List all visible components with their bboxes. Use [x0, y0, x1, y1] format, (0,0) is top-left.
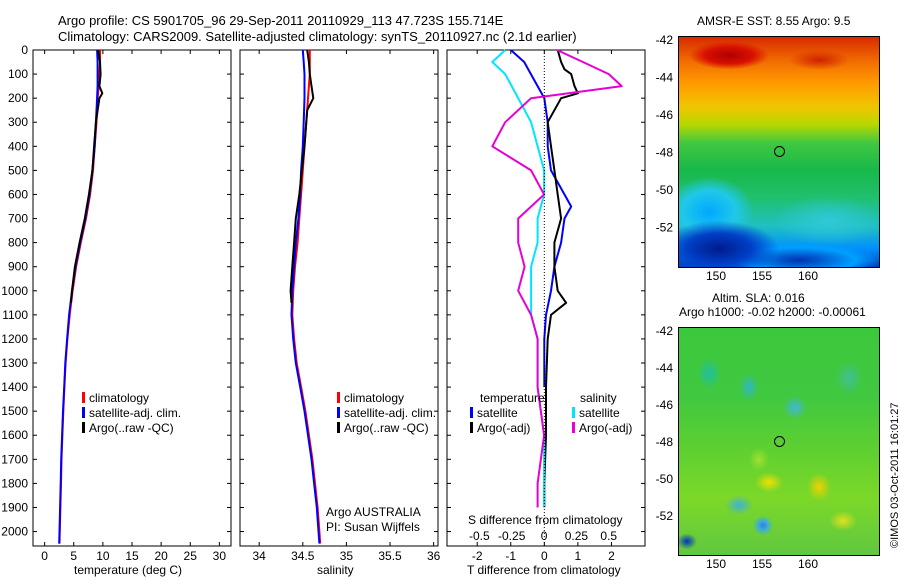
- depth-tick-label: 2000: [1, 525, 28, 539]
- series-lines: [58, 49, 623, 544]
- sla-title-1: Altim. SLA: 0.016: [712, 291, 805, 305]
- x-top-tick-label: 0.25: [565, 529, 589, 543]
- x-top-tick-label: -0.25: [498, 529, 526, 543]
- depth-tick-label: 500: [8, 163, 28, 177]
- legend-s-argo: Argo(-adj): [572, 421, 632, 436]
- temperature-panel-frame: [32, 49, 232, 547]
- depth-tick-label: 600: [8, 187, 28, 201]
- argo-location-marker: [774, 146, 785, 157]
- sla-map: [678, 327, 880, 556]
- x-tick-label: 34: [253, 549, 267, 563]
- x-tick-label: 36: [427, 549, 441, 563]
- diff-legend-salinity: salinity satellite Argo(-adj): [572, 391, 632, 436]
- legend-satellite: satellite-adj. clim.: [337, 406, 436, 421]
- depth-tick-label: 200: [8, 91, 28, 105]
- title-line-1: Argo profile: CS 5901705_96 29-Sep-2011 …: [58, 13, 504, 28]
- x-tick-label: 2: [608, 549, 615, 563]
- difference-panel-frame: [446, 49, 646, 547]
- x-tick-label: 20: [154, 549, 168, 563]
- legend-argo: Argo(..raw -QC): [337, 421, 436, 436]
- diff-xlabel-top: S difference from climatology: [468, 513, 623, 527]
- x-tick-label: 5: [70, 549, 77, 563]
- legend-argo: Argo(..raw -QC): [82, 421, 181, 436]
- depth-tick-label: 0: [21, 43, 28, 57]
- diff-legend-temperature: temperature satellite Argo(-adj): [470, 391, 545, 436]
- legend-satellite: satellite-adj. clim.: [82, 406, 181, 421]
- x-tick-label: 35: [340, 549, 354, 563]
- depth-tick-label: 1800: [1, 476, 28, 490]
- x-tick-label: 25: [184, 549, 198, 563]
- depth-tick-label: 400: [8, 139, 28, 153]
- x-tick-label: 30: [213, 549, 227, 563]
- legend-climatology: climatology: [337, 391, 436, 406]
- depth-tick-label: 800: [8, 236, 28, 250]
- x-top-tick-label: -0.5: [469, 529, 490, 543]
- salinity-legend: climatology satellite-adj. clim. Argo(..…: [337, 391, 436, 436]
- depth-tick-label: 100: [8, 67, 28, 81]
- series-s-argo-adj-: [491, 49, 623, 508]
- temp-legend: climatology satellite-adj. clim. Argo(..…: [82, 391, 181, 436]
- x-tick-label: 15: [125, 549, 139, 563]
- depth-tick-label: 1300: [1, 356, 28, 370]
- legend-s-satellite: satellite: [572, 406, 632, 421]
- depth-tick-label: 1000: [1, 284, 28, 298]
- series-argo-raw-qc-: [289, 49, 315, 303]
- depth-tick-label: 900: [8, 260, 28, 274]
- series-t-satellite: [510, 49, 573, 388]
- x-tick-label: -2: [472, 549, 483, 563]
- legend-t-argo: Argo(-adj): [470, 421, 545, 436]
- salinity-panel-frame: [239, 49, 439, 547]
- x-top-tick-label: 0.5: [600, 529, 617, 543]
- depth-tick-label: 700: [8, 212, 28, 226]
- x-tick-label: 34.5: [291, 549, 315, 563]
- x-tick-label: 35.5: [378, 549, 402, 563]
- depth-tick-label: 1200: [1, 332, 28, 346]
- sst-map: [678, 36, 880, 268]
- temperature-xlabel: temperature (deg C): [74, 563, 183, 577]
- title-line-2: Climatology: CARS2009. Satellite-adjuste…: [58, 29, 577, 44]
- legend-s-title: salinity: [580, 391, 617, 405]
- x-tick-label: 0: [41, 549, 48, 563]
- x-tick-label: 10: [96, 549, 110, 563]
- depth-tick-label: 1100: [2, 308, 28, 322]
- legend-t-title: temperature: [480, 391, 545, 405]
- x-tick-label: -1: [505, 549, 516, 563]
- annotation-line-1: Argo AUSTRALIA: [326, 505, 421, 519]
- diff-xlabel-bottom: T difference from climatology: [467, 563, 621, 577]
- depth-tick-label: 1600: [1, 428, 28, 442]
- legend-climatology: climatology: [82, 391, 181, 406]
- x-tick-label: 1: [575, 549, 582, 563]
- depth-tick-label: 1500: [1, 404, 28, 418]
- sla-title-2: Argo h1000: -0.02 h2000: -0.00061: [679, 305, 866, 319]
- depth-tick-label: 300: [8, 115, 28, 129]
- legend-t-satellite: satellite: [470, 406, 545, 421]
- depth-tick-label: 1400: [1, 380, 28, 394]
- x-tick-label: 0: [541, 549, 548, 563]
- depth-tick-label: 1900: [1, 500, 28, 514]
- salinity-xlabel: salinity: [317, 563, 354, 577]
- series-t-argo-adj-: [543, 49, 579, 508]
- sst-map-title: AMSR-E SST: 8.55 Argo: 9.5: [697, 14, 851, 28]
- imos-stamp: ©IMOS 03-Oct-2011 16:01:27: [889, 402, 900, 548]
- annotation-line-2: PI: Susan Wijffels: [326, 520, 420, 534]
- series-argo-raw-qc-: [69, 49, 104, 303]
- argo-annotation: Argo AUSTRALIA PI: Susan Wijffels: [326, 505, 421, 535]
- series-satellite-adj-clim-: [290, 49, 321, 544]
- depth-axis: 0 100 200 300 400 500 600 700 800 900 1000 1100 1200…: [1, 43, 645, 539]
- argo-location-marker-sla: [774, 436, 785, 447]
- depth-tick-label: 1700: [1, 452, 28, 466]
